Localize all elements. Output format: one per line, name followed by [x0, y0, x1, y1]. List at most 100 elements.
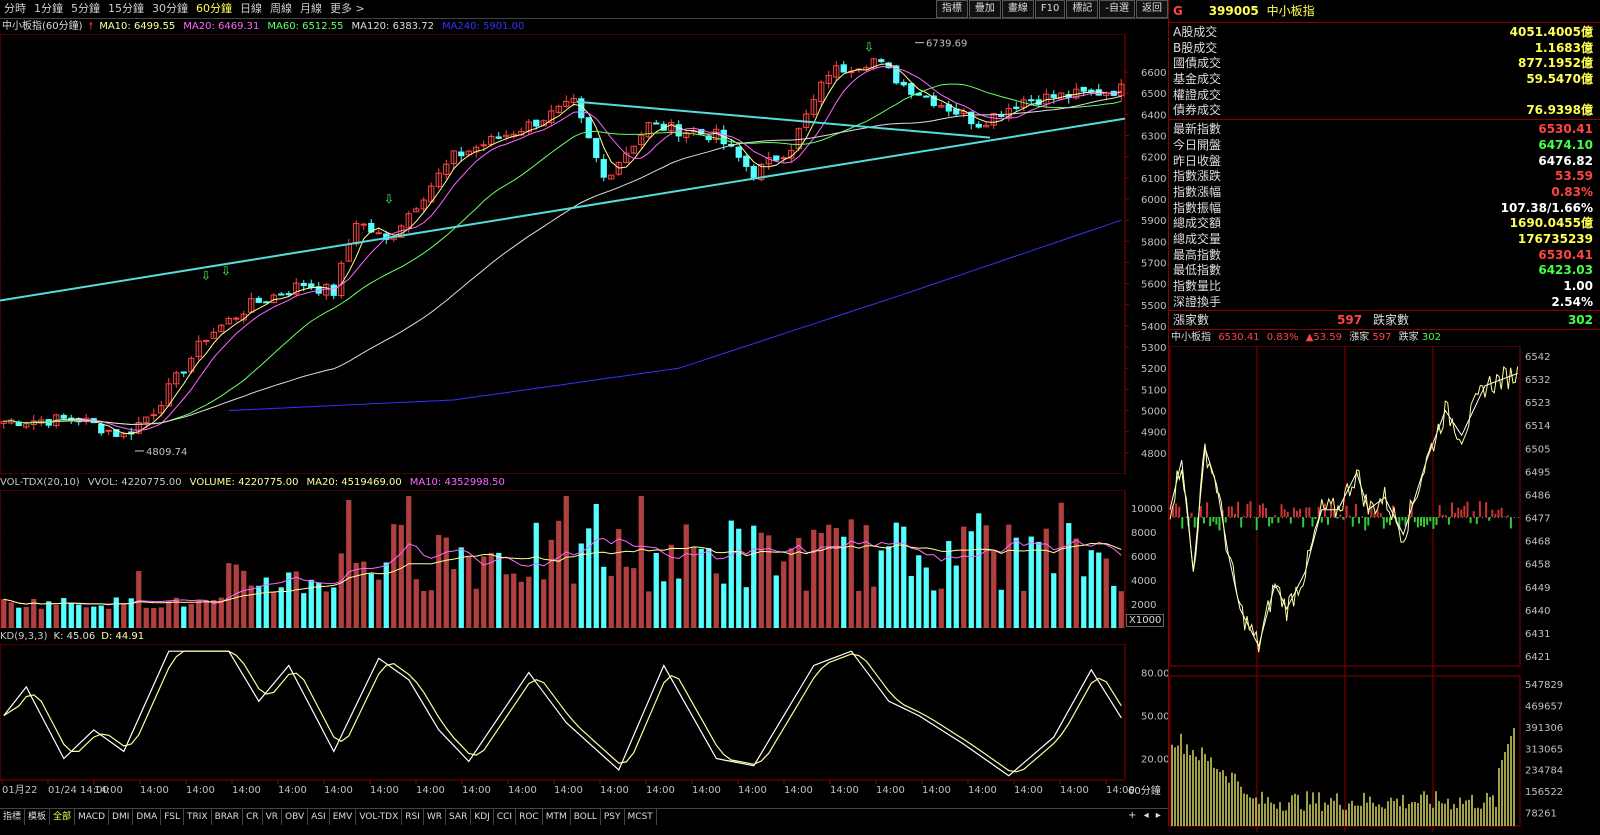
indicator-tab-4[interactable]: DMI: [109, 809, 134, 825]
scroll-right-icon[interactable]: ▸: [1155, 810, 1161, 821]
indicator-tab-16[interactable]: WR: [424, 809, 447, 825]
toolbar-button-6[interactable]: 返回: [1136, 0, 1168, 18]
candle-body: [750, 165, 757, 179]
indicator-tab-22[interactable]: BOLL: [571, 809, 601, 825]
period-tab-8[interactable]: 月線: [300, 2, 322, 15]
x-tick-label: 14:00: [830, 785, 859, 796]
volume-bar: [796, 537, 802, 628]
volume-bar: [593, 503, 599, 628]
volume-bar: [481, 556, 487, 628]
stat-label: 最高指數: [1173, 247, 1222, 262]
indicator-tab-12[interactable]: ASI: [308, 809, 330, 825]
candle-body: [195, 340, 202, 358]
toolbar-button-5[interactable]: -自選: [1099, 0, 1135, 18]
indicator-tab-24[interactable]: MCST: [625, 809, 657, 825]
vol-label-4: MA10: 4352998.50: [409, 477, 505, 488]
indicator-tab-17[interactable]: SAR: [446, 809, 472, 825]
volume-bar: [811, 529, 817, 628]
indicator-tab-6[interactable]: FSL: [161, 809, 184, 825]
mini-y-tick: 6505: [1525, 445, 1550, 456]
volume-chart[interactable]: 10000 8000 6000 4000 2000: [0, 490, 1168, 628]
candle-body: [975, 123, 982, 128]
volume-bar: [83, 607, 89, 628]
candle-body: [225, 317, 232, 325]
indicator-tab-7[interactable]: TRIX: [184, 809, 212, 825]
volume-bar: [676, 578, 682, 628]
x-tick-label: 14:00: [508, 785, 537, 796]
indicator-tab-21[interactable]: MTM: [543, 809, 571, 825]
indicator-tab-19[interactable]: CCI: [494, 809, 517, 825]
volume-bar: [301, 593, 307, 628]
volume-unit: X1000: [1126, 614, 1165, 627]
volume-bar: [361, 561, 367, 628]
toolbar-button-0[interactable]: 指標: [935, 0, 968, 18]
indicator-tab-11[interactable]: OBV: [282, 809, 309, 825]
stat-row-11: 深證換手 2.54%: [1169, 295, 1600, 311]
indicator-tab-18[interactable]: KDJ: [471, 809, 494, 825]
indicator-tab-23[interactable]: PSY: [601, 809, 625, 825]
period-tab-9[interactable]: 更多 >: [330, 2, 365, 15]
candle-body: [495, 136, 502, 139]
period-tab-3[interactable]: 15分鐘: [108, 2, 144, 15]
kd-label-0: KD(9,3,3): [0, 631, 48, 642]
stat-value: 1.00: [1563, 279, 1593, 293]
trade-label: 債券成交: [1173, 103, 1222, 118]
trade-value: 1.1683億: [1534, 40, 1593, 55]
mini-y-tick: 6421: [1525, 652, 1550, 663]
volume-bar: [691, 546, 697, 628]
toolbar-button-1[interactable]: 疊加: [968, 0, 1001, 18]
trendline-resistance: [576, 100, 991, 139]
volume-bar: [256, 585, 262, 628]
candle-body: [375, 232, 382, 235]
toolbar-button-3[interactable]: F10: [1034, 0, 1066, 18]
period-tab-5[interactable]: 60分鐘: [196, 2, 232, 15]
volume-bar: [826, 524, 832, 628]
zoom-in-icon[interactable]: +: [1128, 810, 1137, 821]
candle-body: [563, 100, 570, 107]
volume-bar: [143, 607, 149, 628]
candle-body: [900, 81, 907, 86]
volume-bar: [623, 566, 629, 628]
y-tick-label: 6000: [1141, 195, 1166, 206]
period-tab-2[interactable]: 5分鐘: [71, 2, 100, 15]
adv-label: 漲家數: [1173, 313, 1210, 328]
scroll-left-icon[interactable]: ◂: [1143, 810, 1149, 821]
indicator-tab-0[interactable]: 指標: [0, 809, 26, 825]
x-tick-label: 14:00: [186, 785, 215, 796]
kd-chart[interactable]: 80.00 50.00 20.00: [0, 644, 1168, 780]
indicator-tab-20[interactable]: ROC: [516, 809, 543, 825]
indicator-tab-13[interactable]: EMV: [330, 809, 357, 825]
volume-bar: [1006, 524, 1012, 628]
period-tab-0[interactable]: 分時: [4, 2, 26, 15]
candle-body: [908, 83, 915, 95]
stat-label: 指數漲幅: [1173, 184, 1222, 199]
indicator-tab-15[interactable]: RSI: [402, 809, 424, 825]
x-tick-label: 01月22: [2, 784, 37, 796]
mini-pct: 0.83%: [1266, 332, 1299, 344]
mini-y-tick: 6495: [1525, 468, 1550, 479]
period-tab-1[interactable]: 1分鐘: [34, 2, 63, 15]
indicator-tab-3[interactable]: MACD: [75, 809, 110, 825]
intraday-chart[interactable]: 6542 6532 6523 6514 6505 6495 6486 6477 6468 6458…: [1169, 345, 1600, 835]
mini-vol-tick: 469657: [1525, 702, 1563, 713]
stat-label: 最新指數: [1173, 122, 1222, 137]
period-tab-4[interactable]: 30分鐘: [152, 2, 188, 15]
toolbar-button-2[interactable]: 畫線: [1001, 0, 1034, 18]
indicator-tab-10[interactable]: VR: [263, 809, 283, 825]
indicator-tab-9[interactable]: CR: [243, 809, 263, 825]
indicator-tab-2[interactable]: 全部: [50, 809, 76, 825]
volume-bar: [443, 537, 449, 628]
candle-body: [983, 124, 990, 128]
indicator-tab-14[interactable]: VOL-TDX: [356, 809, 403, 825]
volume-bar: [173, 597, 179, 628]
indicator-tab-5[interactable]: DMA: [133, 809, 162, 825]
mini-y-tick: 6458: [1525, 560, 1550, 571]
indicator-tab-8[interactable]: BRAR: [212, 809, 244, 825]
indicator-tab-1[interactable]: 模板: [25, 809, 51, 825]
candlestick-chart[interactable]: 6600 6500 6400 6300 6200 6100 6000 5900 5800 5700…: [0, 34, 1168, 474]
toolbar-button-4[interactable]: 標記: [1066, 0, 1099, 18]
kd-legend: KD(9,3,3) K: 45.06 D: 44.91: [0, 630, 150, 644]
period-tab-7[interactable]: 周線: [270, 2, 292, 15]
period-tab-6[interactable]: 日線: [240, 2, 262, 15]
